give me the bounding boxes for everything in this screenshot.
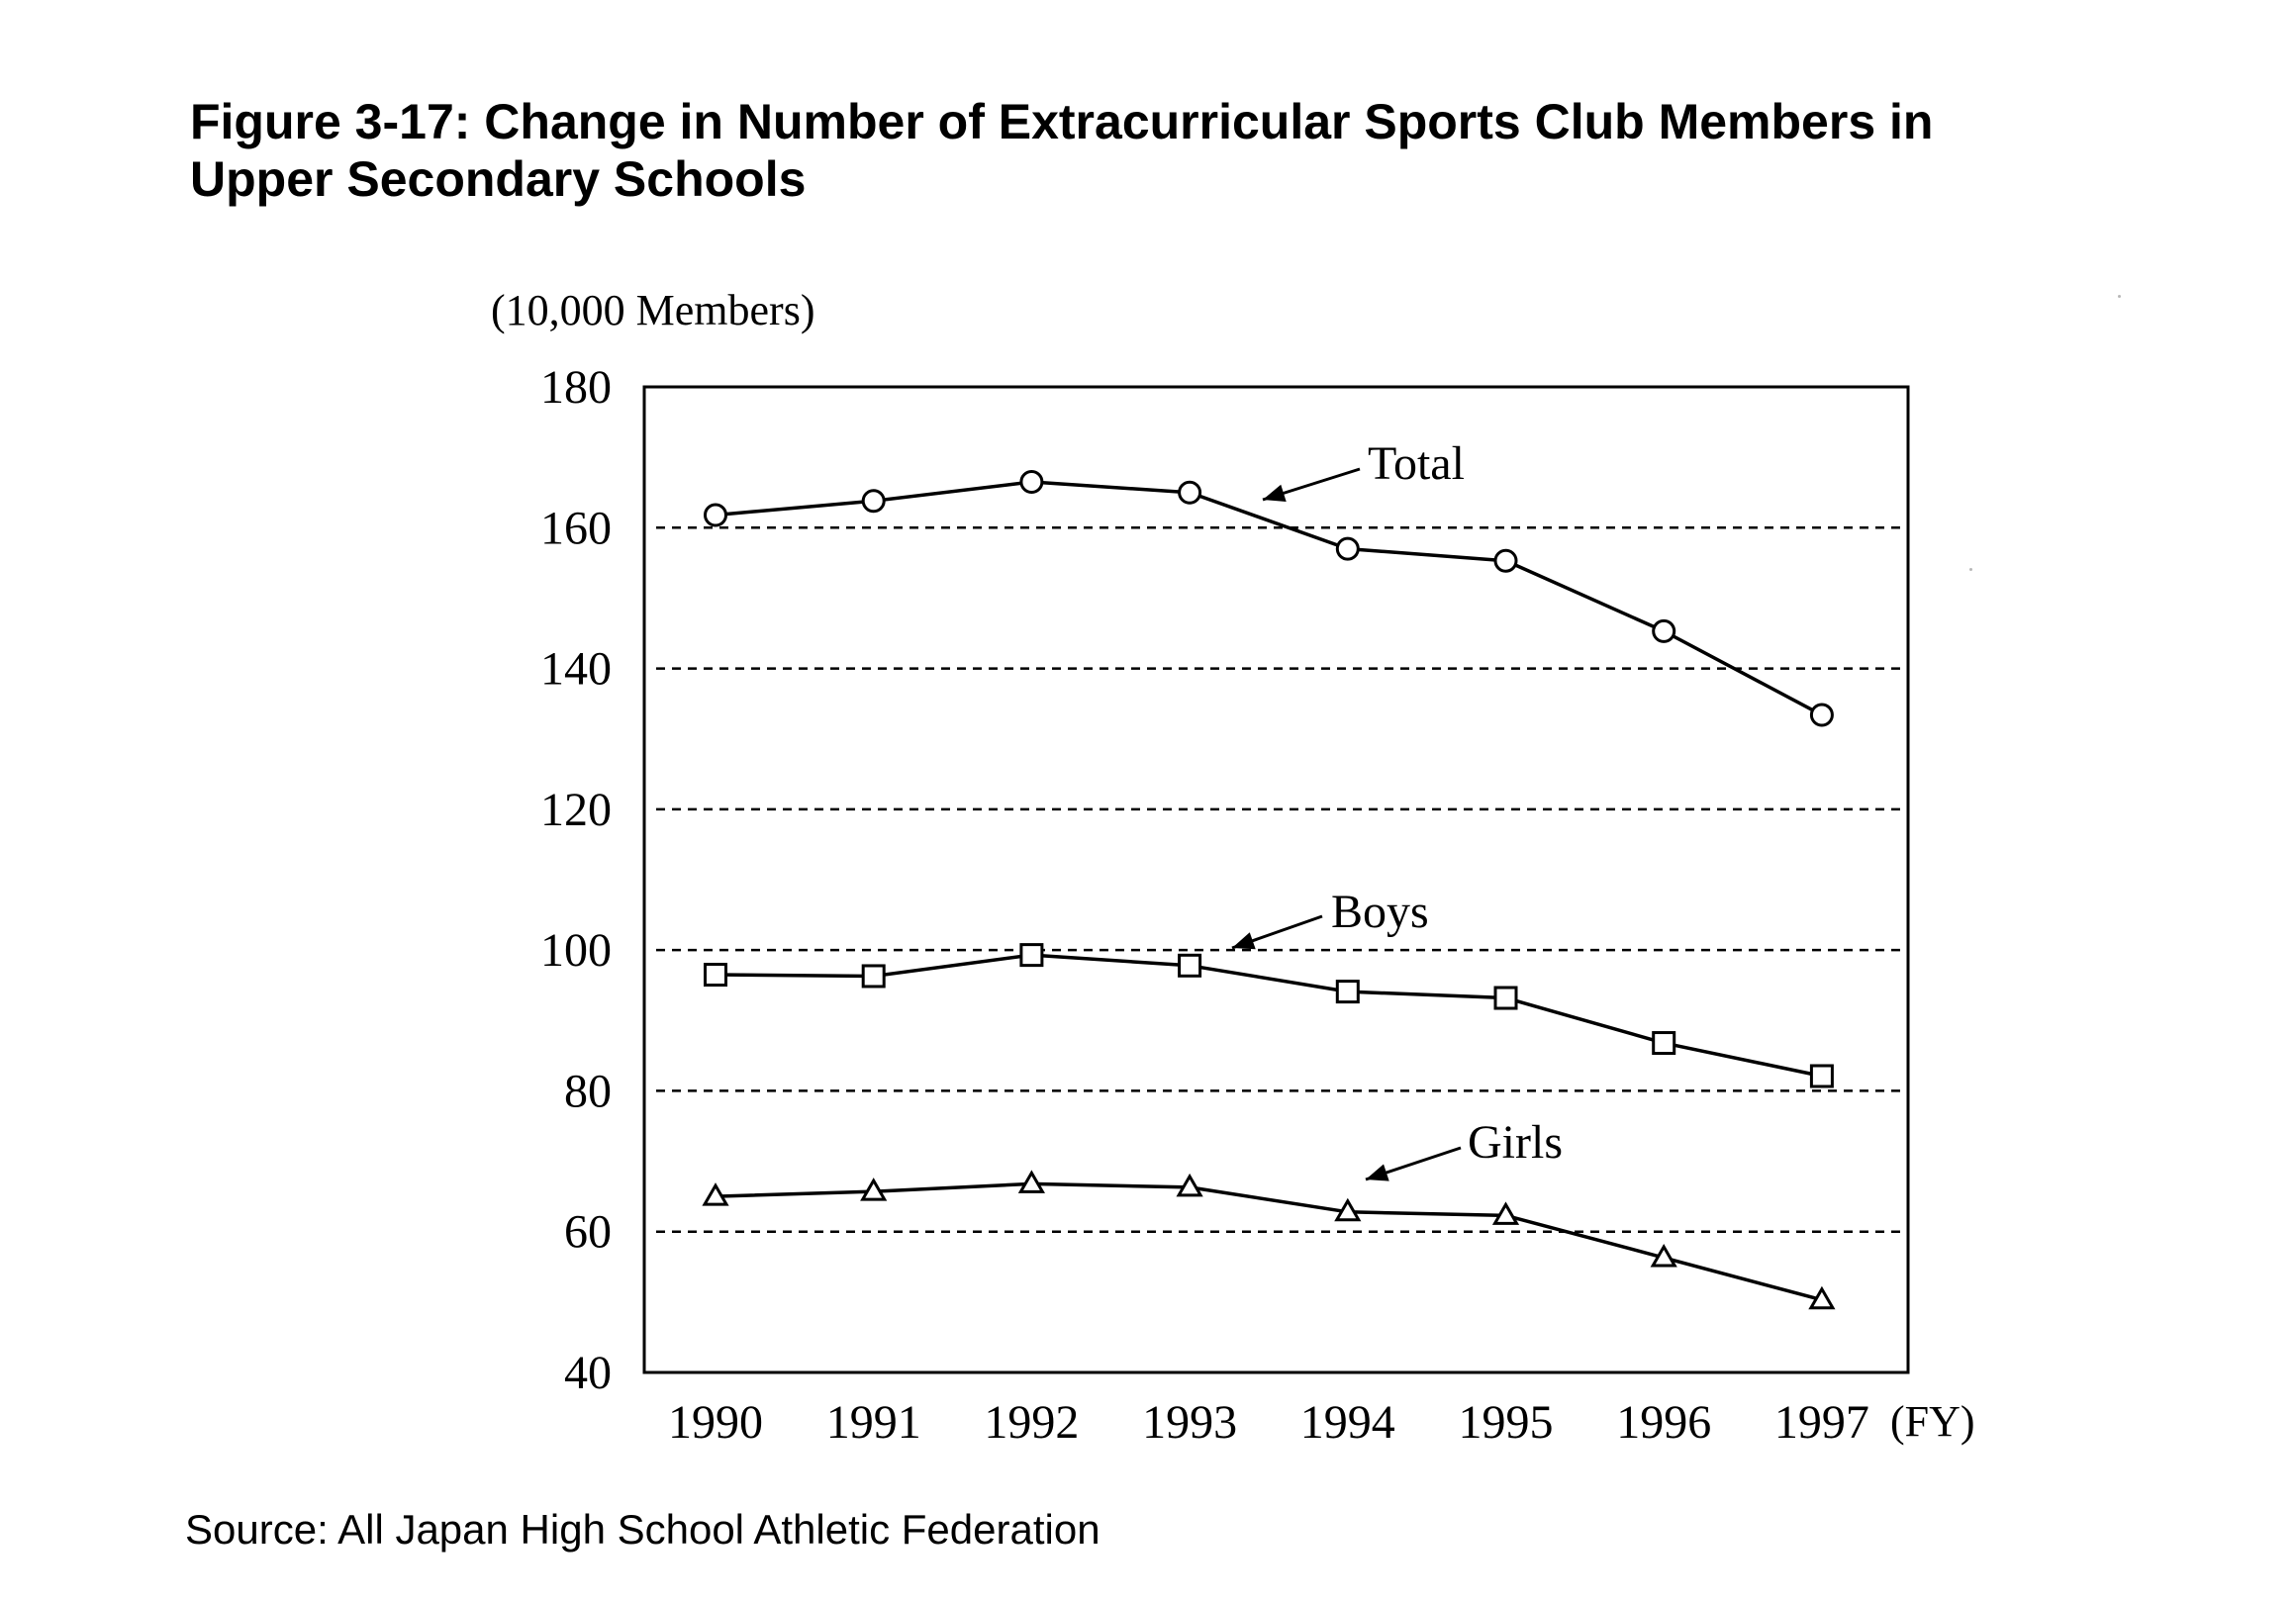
boys-series-line — [715, 953, 1823, 1079]
y-tick-label: 140 — [540, 643, 612, 696]
x-tick-label: 1996 — [1616, 1396, 1711, 1449]
y-tick-label: 120 — [540, 784, 612, 836]
boys-callout-arrowhead — [1232, 932, 1256, 950]
total-callout-label: Total — [1368, 437, 1465, 490]
y-tick-label: 100 — [540, 924, 612, 977]
total-point — [1335, 536, 1360, 561]
x-tick-label: 1994 — [1300, 1396, 1395, 1449]
total-point — [1493, 548, 1518, 573]
y-axis-label: (10,000 Members) — [491, 286, 815, 334]
boys-callout-label: Boys — [1331, 886, 1429, 938]
series-callouts: Total Boys Girls — [1231, 437, 1563, 1181]
y-tick-label: 60 — [564, 1206, 612, 1259]
girls-point — [1334, 1197, 1362, 1222]
total-callout-arrowhead — [1263, 484, 1287, 502]
boys-point — [1493, 986, 1518, 1010]
boys-point — [704, 963, 727, 988]
girls-point — [1017, 1170, 1046, 1193]
source-note: Source: All Japan High School Athletic F… — [185, 1506, 1100, 1553]
series-lines — [715, 480, 1823, 1302]
x-tick-label: 1997 — [1774, 1396, 1869, 1449]
boys-point — [1178, 953, 1202, 978]
scan-speck — [2118, 295, 2121, 298]
total-point — [1178, 480, 1202, 505]
total-point — [861, 489, 886, 514]
girls-point — [702, 1182, 729, 1206]
girls-point — [1808, 1285, 1836, 1310]
girls-callout-label: Girls — [1468, 1116, 1563, 1169]
x-tick-label: 1990 — [668, 1396, 763, 1449]
x-tick-label: 1995 — [1459, 1396, 1554, 1449]
girls-point — [1176, 1173, 1203, 1197]
girls-series-line — [715, 1181, 1823, 1302]
axis-ticks: 40 60 80 100 120 140 160 180 1990 1991 1992 1993 199… — [540, 361, 1869, 1449]
total-point — [704, 503, 727, 527]
girls-callout-arrowhead — [1366, 1164, 1389, 1181]
boys-point — [1652, 1031, 1676, 1056]
x-tick-label: 1991 — [826, 1396, 921, 1449]
girls-point — [1650, 1244, 1677, 1268]
series-markers — [702, 470, 1836, 1310]
y-tick-label: 160 — [540, 502, 612, 554]
girls-point — [1491, 1201, 1520, 1225]
boys-point — [1335, 980, 1360, 1004]
gridlines — [656, 526, 1904, 1233]
x-axis-unit-label: (FY) — [1890, 1397, 1975, 1446]
y-tick-label: 40 — [564, 1347, 612, 1399]
total-series-line — [715, 480, 1823, 717]
boys-point — [861, 964, 886, 989]
x-tick-label: 1993 — [1142, 1396, 1237, 1449]
scan-speck — [1969, 568, 1972, 571]
figure-title-line-1: Figure 3-17: Change in Number of Extracu… — [190, 94, 1934, 149]
x-tick-label: 1992 — [984, 1396, 1079, 1449]
total-point — [1652, 618, 1676, 643]
boys-point — [1809, 1064, 1834, 1088]
y-tick-label: 80 — [564, 1065, 612, 1117]
figure-title-line-2: Upper Secondary Schools — [190, 151, 807, 207]
figure-title: Figure 3-17: Change in Number of Extracu… — [190, 93, 2070, 208]
plot-area-frame — [642, 385, 1910, 1374]
total-point — [1809, 703, 1834, 727]
total-point — [1019, 470, 1044, 495]
boys-point — [1019, 943, 1044, 968]
girls-point — [860, 1178, 888, 1201]
y-tick-label: 180 — [540, 361, 612, 414]
